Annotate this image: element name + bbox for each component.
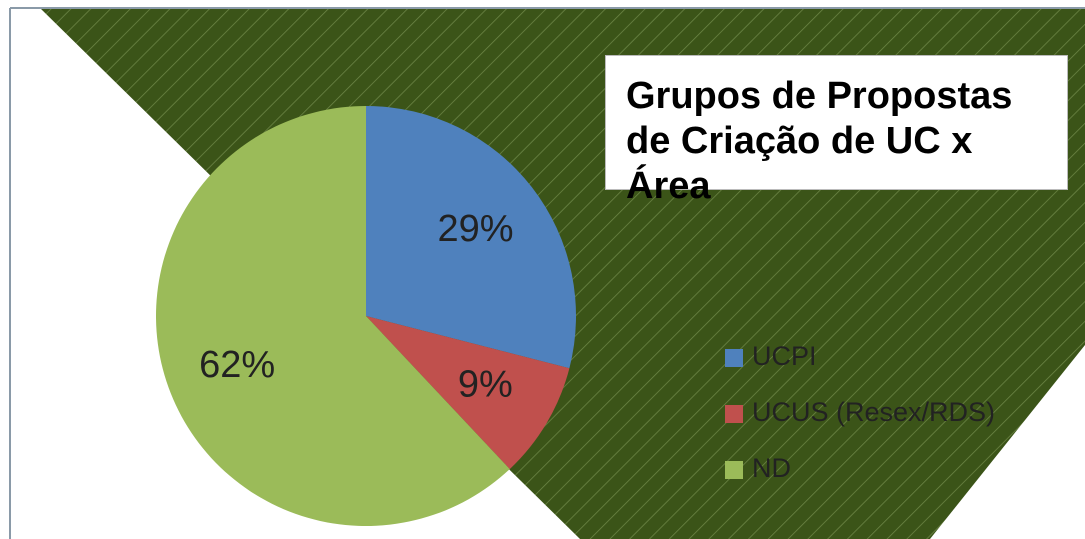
slice-label: 62% [199, 344, 275, 386]
title-box [605, 55, 1068, 190]
slice-label: 9% [458, 364, 513, 406]
pie-slice [155, 106, 510, 526]
legend-label: UCPI [752, 341, 817, 371]
pie-slice [366, 106, 576, 369]
legend-swatch [725, 405, 743, 423]
chart-title: Grupos de Propostas de Criação de UC x Á… [626, 75, 1013, 207]
slice-label: 29% [437, 208, 513, 250]
legend-swatch [725, 349, 743, 367]
legend-label: ND [752, 453, 791, 483]
legend-swatch [725, 461, 743, 479]
pie-slice [366, 316, 570, 470]
legend-label: UCUS (Resex/RDS) [752, 397, 995, 427]
